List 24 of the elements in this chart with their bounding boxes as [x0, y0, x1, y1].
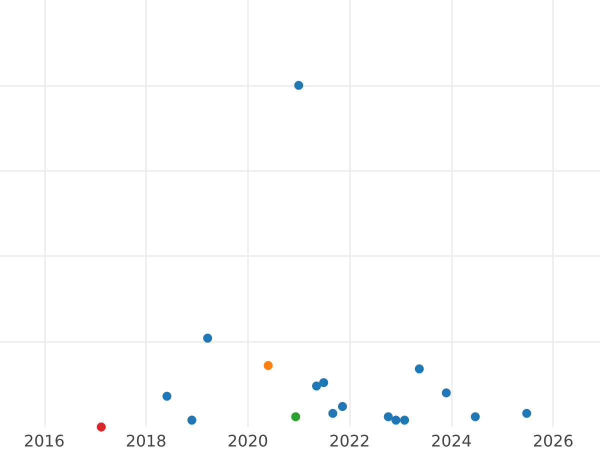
point [319, 378, 328, 388]
point [442, 388, 451, 398]
x-tick-label: 2024 [431, 432, 472, 450]
point [338, 402, 347, 411]
x-tick-label: 2020 [227, 432, 268, 450]
point [384, 412, 393, 422]
x-tick-label: 2026 [532, 432, 574, 450]
point [187, 416, 196, 425]
point [291, 412, 300, 422]
point [328, 408, 338, 418]
point [470, 412, 480, 422]
point [312, 382, 322, 391]
point [203, 334, 212, 343]
point [522, 408, 532, 418]
x-tick-label: 2018 [126, 432, 166, 450]
point [162, 392, 172, 401]
point [400, 416, 410, 425]
x-tick-label: 2022 [329, 432, 370, 450]
x-tick-label: 2016 [24, 432, 65, 450]
point [391, 416, 400, 425]
point [264, 361, 273, 370]
point [294, 80, 304, 90]
point [414, 364, 424, 374]
point [96, 422, 106, 432]
